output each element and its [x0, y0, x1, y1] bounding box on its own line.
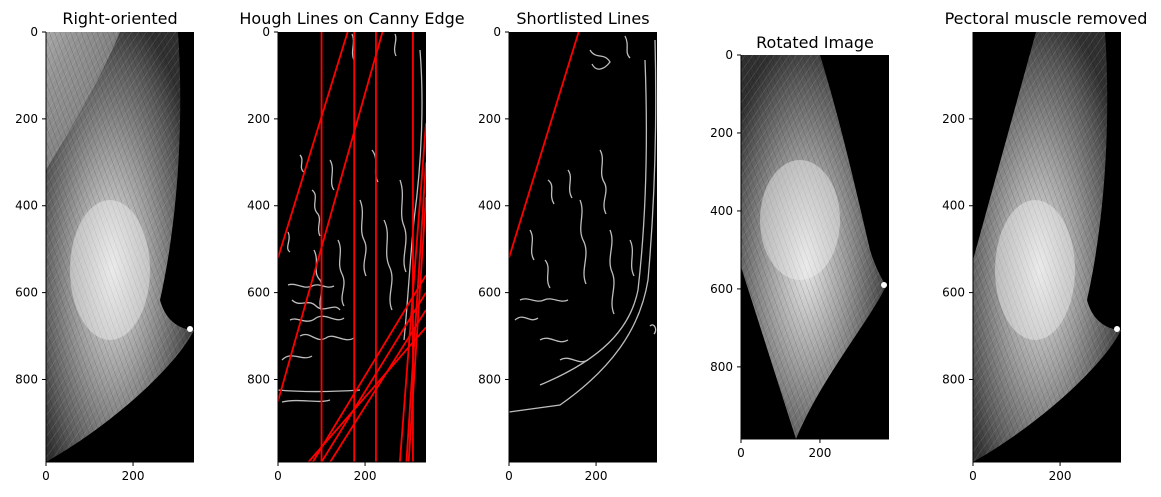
nipple-marker: [187, 326, 193, 332]
y-tick-label: 800: [710, 360, 733, 374]
panel-title: Shortlisted Lines: [516, 9, 649, 28]
panel-title: Pectoral muscle removed: [945, 9, 1148, 28]
y-tick-label: 400: [478, 199, 501, 213]
panel-shortlisted: Shortlisted Lines: [508, 9, 657, 462]
canny-edges: [277, 33, 423, 403]
detected-line: [278, 32, 349, 259]
x-tick-label: 200: [808, 446, 831, 460]
x-tick-label: 0: [737, 446, 745, 460]
y-tick-label: 600: [710, 282, 733, 296]
x-tick-label: 0: [969, 469, 977, 483]
detected-line: [312, 274, 426, 462]
fibro-texture-2: [973, 32, 1121, 462]
panel-title: Right-oriented: [62, 9, 177, 28]
dense-area: [760, 160, 840, 280]
nipple-marker: [881, 282, 887, 288]
fibro-texture-2: [741, 55, 886, 439]
axes-layer: 0 200 400 600 800 0 200 0 200 400 600 800 0 200 0 200 40…: [15, 25, 1121, 483]
y-tick-label: 600: [942, 286, 965, 300]
y-tick-label: 0: [493, 25, 501, 39]
detected-line: [509, 32, 580, 259]
y-tick-label: 0: [725, 48, 733, 62]
shortlisted-lines: [509, 32, 580, 259]
detected-line: [278, 32, 384, 402]
x-tick-label: 0: [274, 469, 282, 483]
detected-line: [405, 162, 426, 462]
y-tick-label: 0: [30, 25, 38, 39]
y-tick-label: 200: [710, 126, 733, 140]
y-tick-label: 800: [942, 372, 965, 386]
detected-line: [307, 326, 426, 462]
y-tick-label: 400: [710, 204, 733, 218]
y-tick-label: 400: [15, 199, 38, 213]
detected-line: [320, 292, 426, 462]
x-tick-label: 200: [1049, 469, 1072, 483]
canny-edges: [508, 35, 657, 413]
hough-lines: [278, 32, 426, 462]
y-tick-label: 800: [15, 372, 38, 386]
nipple-marker: [1114, 326, 1120, 332]
y-tick-label: 200: [247, 112, 270, 126]
x-tick-label: 0: [505, 469, 513, 483]
y-tick-label: 800: [247, 372, 270, 386]
panel-title: Hough Lines on Canny Edge: [239, 9, 464, 28]
detected-line: [407, 196, 426, 462]
y-tick-label: 600: [15, 286, 38, 300]
detected-line: [398, 123, 426, 462]
y-tick-label: 600: [478, 286, 501, 300]
panel-rotated: Rotated Image: [741, 33, 889, 439]
y-tick-label: 200: [942, 112, 965, 126]
y-tick-label: 400: [247, 199, 270, 213]
panel-title: Rotated Image: [756, 33, 874, 52]
x-tick-label: 0: [42, 469, 50, 483]
y-tick-label: 600: [247, 286, 270, 300]
fibro-texture-2: [46, 32, 194, 462]
y-tick-label: 0: [262, 25, 270, 39]
panel-right-oriented: Right-oriented: [46, 9, 194, 462]
y-tick-label: 400: [942, 199, 965, 213]
x-tick-label: 200: [122, 469, 145, 483]
panel-pectoral-removed: Pectoral muscle removed: [945, 9, 1148, 462]
dense-area: [995, 200, 1075, 340]
y-tick-label: 200: [478, 112, 501, 126]
y-tick-label: 800: [478, 372, 501, 386]
y-tick-label: 200: [15, 112, 38, 126]
x-tick-label: 200: [585, 469, 608, 483]
x-tick-label: 200: [354, 469, 377, 483]
panel-hough: Hough Lines on Canny Edge: [239, 9, 465, 462]
dense-area: [70, 200, 150, 340]
